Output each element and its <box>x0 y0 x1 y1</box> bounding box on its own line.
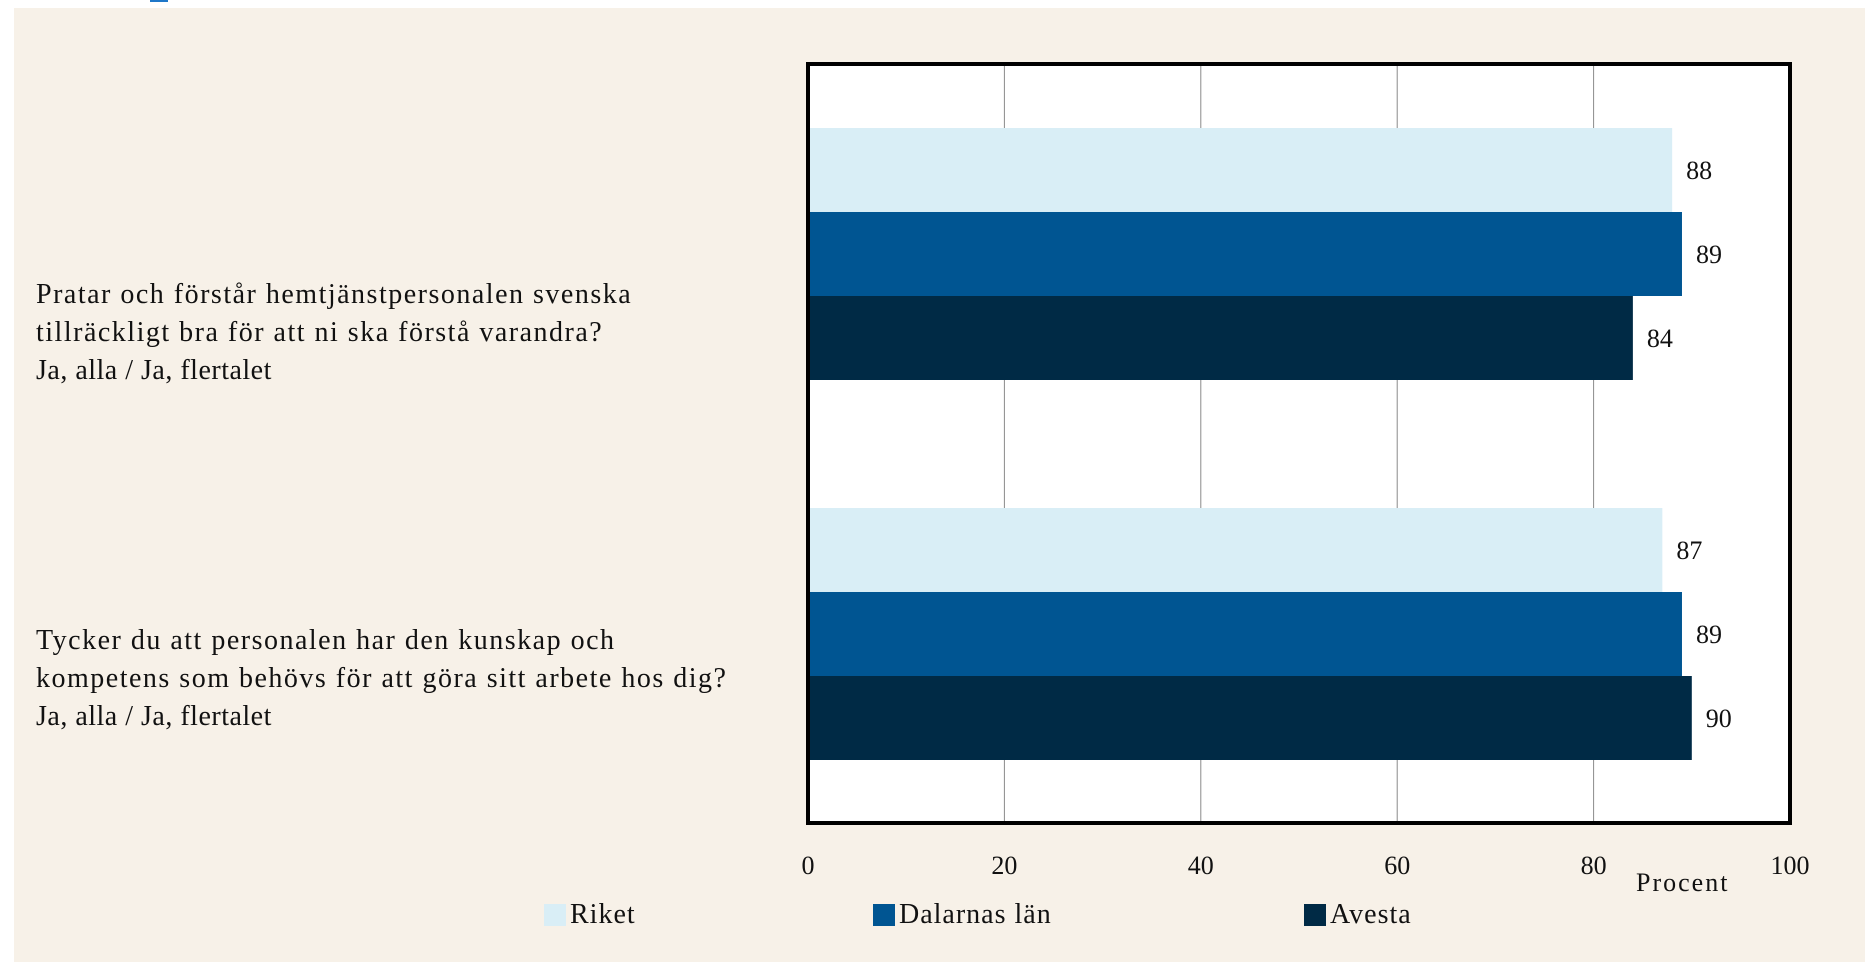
bar-riket-2 <box>808 508 1663 592</box>
bar-dalarnas-l-n-1 <box>808 212 1682 296</box>
category-label-2: Tycker du att personalen har den kunskap… <box>36 584 756 774</box>
x-tick-label-60: 60 <box>1384 851 1410 880</box>
legend-swatch-riket <box>544 904 566 926</box>
legend-swatch-avesta <box>1304 904 1326 926</box>
title-strip <box>0 0 1865 8</box>
legend-item-dalarnas: Dalarnas län <box>873 895 1052 935</box>
legend-label-avesta: Avesta <box>1330 899 1412 930</box>
bar-riket-1 <box>808 128 1673 212</box>
x-tick-label-40: 40 <box>1188 851 1214 880</box>
clipped-title-remnant <box>150 0 840 2</box>
legend-item-avesta: Avesta <box>1304 895 1412 935</box>
x-tick-label-80: 80 <box>1581 851 1607 880</box>
x-tick-label-20: 20 <box>991 851 1017 880</box>
data-label-avesta-1: 84 <box>1647 324 1673 353</box>
data-label-dalarnas-l-n-2: 89 <box>1696 620 1722 649</box>
data-label-riket-2: 87 <box>1676 536 1702 565</box>
bar-dalarnas-l-n-2 <box>808 592 1682 676</box>
x-tick-label-0: 0 <box>802 851 815 880</box>
x-axis-unit-label: Procent <box>1636 868 1730 897</box>
data-label-riket-1: 88 <box>1686 156 1712 185</box>
category-answer-1: Ja, alla / Ja, flertalet <box>36 355 272 386</box>
legend-label-dalarnas: Dalarnas län <box>899 899 1052 930</box>
bar-avesta-1 <box>808 296 1633 380</box>
legend-item-riket: Riket <box>544 895 636 935</box>
bar-avesta-2 <box>808 676 1692 760</box>
legend-label-riket: Riket <box>570 899 636 930</box>
legend-swatch-dalarnas <box>873 904 895 926</box>
category-answer-2: Ja, alla / Ja, flertalet <box>36 701 272 732</box>
data-label-avesta-2: 90 <box>1706 704 1732 733</box>
category-label-1: Pratar och förstår hemtjänstpersonalen s… <box>36 238 756 428</box>
category-question-1: Pratar och förstår hemtjänstpersonalen s… <box>36 279 633 348</box>
data-label-dalarnas-l-n-1: 89 <box>1696 240 1722 269</box>
x-tick-label-100: 100 <box>1771 851 1810 880</box>
plot-border <box>806 62 1792 825</box>
category-question-2: Tycker du att personalen har den kunskap… <box>36 625 728 694</box>
